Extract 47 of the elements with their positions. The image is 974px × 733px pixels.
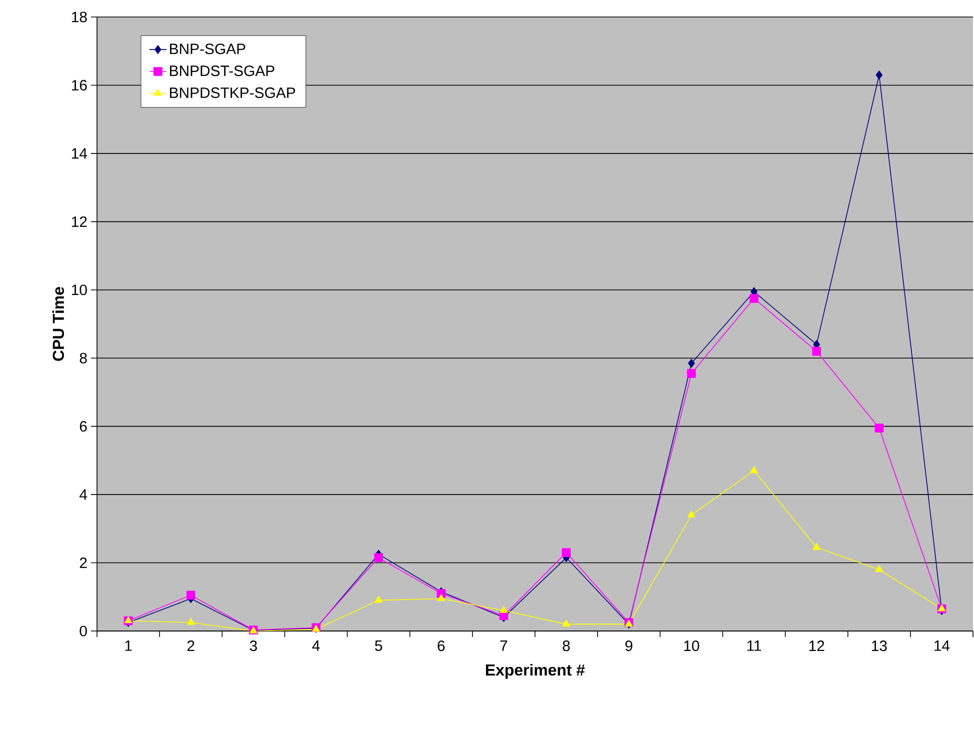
point (562, 620, 570, 627)
x-tick-label: 3 (250, 640, 257, 652)
point (186, 590, 196, 600)
point (437, 594, 446, 601)
x-axis-title: Experiment # (486, 664, 585, 679)
x-tick-label: 7 (500, 640, 508, 651)
legend-label: BNPDSTKP-SGAP (170, 87, 296, 98)
y-tick-label: 8 (80, 352, 87, 364)
legend-label: BNP-SGAP (170, 44, 246, 54)
y-axis-title: CPU Time (52, 287, 64, 361)
y-tick-label: 16 (72, 80, 87, 91)
x-tick-label: 4 (312, 640, 320, 651)
point (876, 70, 883, 80)
point (500, 606, 508, 613)
y-tick-label: 0 (80, 626, 87, 636)
x-tick-label: 11 (747, 640, 762, 651)
x-tick-label: 14 (934, 640, 950, 651)
point (688, 358, 695, 368)
point (687, 369, 696, 378)
y-tick-label: 4 (80, 489, 88, 500)
x-tick-label: 8 (562, 640, 570, 652)
x-tick-label: 9 (625, 640, 632, 652)
point (562, 548, 571, 557)
point (874, 424, 884, 432)
legend-label: BNPDST-SGAP (170, 66, 274, 76)
x-tick-label: 12 (809, 640, 824, 651)
x-tick-label: 1 (125, 640, 132, 651)
y-tick-label: 2 (80, 558, 87, 568)
point (688, 510, 696, 518)
y-tick-label: 6 (80, 421, 87, 432)
y-tick-label: 18 (72, 12, 87, 22)
point (750, 294, 758, 303)
x-tick-label: 10 (684, 640, 700, 652)
y-tick-label: 10 (72, 284, 87, 296)
point (374, 596, 382, 603)
point (750, 466, 758, 474)
y-tick-label: 14 (72, 148, 88, 159)
point (812, 543, 820, 550)
y-tick-label: 12 (72, 216, 87, 227)
point (374, 553, 383, 562)
point (812, 346, 821, 356)
x-tick-label: 13 (872, 640, 887, 652)
x-tick-label: 2 (187, 640, 194, 651)
point (186, 618, 195, 625)
x-tick-label: 5 (375, 640, 382, 651)
x-tick-label: 6 (438, 640, 445, 652)
point (875, 565, 884, 572)
